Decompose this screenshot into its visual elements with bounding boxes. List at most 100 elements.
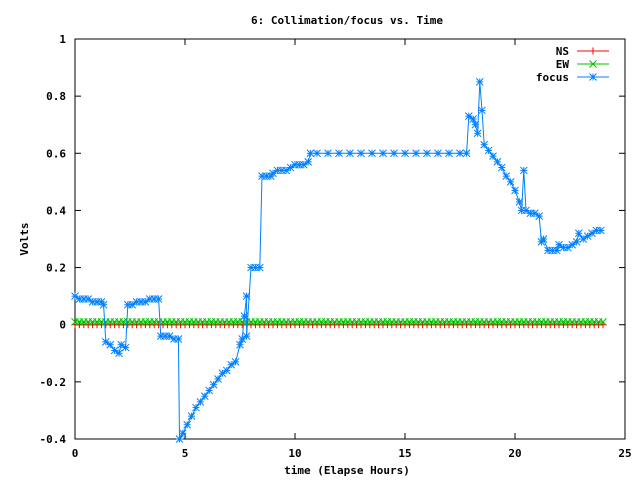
data-point xyxy=(214,375,222,383)
data-point xyxy=(304,158,313,166)
data-point xyxy=(324,149,332,158)
data-point xyxy=(121,343,130,352)
data-point xyxy=(555,240,563,249)
x-axis-label: time (Elapse Hours) xyxy=(284,464,410,477)
data-point xyxy=(583,232,592,240)
data-point xyxy=(306,149,315,158)
data-point xyxy=(286,163,295,172)
data-point xyxy=(115,349,123,358)
data-point xyxy=(299,160,308,169)
data-point xyxy=(539,235,548,243)
data-point xyxy=(563,243,572,252)
data-point xyxy=(110,346,119,355)
data-point xyxy=(502,172,511,180)
data-point xyxy=(128,300,137,309)
data-point xyxy=(379,149,387,158)
data-point xyxy=(589,60,597,68)
data-point xyxy=(588,229,596,238)
y-axis-label: Volts xyxy=(18,222,31,255)
data-point xyxy=(368,149,376,158)
data-point xyxy=(209,380,218,389)
data-point xyxy=(511,186,519,195)
data-point xyxy=(456,149,464,158)
data-point xyxy=(231,358,240,366)
data-point xyxy=(227,360,236,369)
data-point xyxy=(242,292,251,300)
data-point xyxy=(480,140,489,149)
data-point xyxy=(242,332,251,340)
data-point xyxy=(84,295,93,303)
data-point xyxy=(282,166,291,175)
data-point xyxy=(423,149,431,158)
data-point xyxy=(579,235,588,243)
data-point xyxy=(475,78,484,86)
x-tick-label: 5 xyxy=(182,447,189,460)
data-point xyxy=(165,332,174,340)
axis-ticks: 0 5 10 15 20 25 -0.4 -0.2 0 0.2 0.4 0.6 0.8 1 xyxy=(40,33,632,460)
data-point xyxy=(478,106,486,115)
data-point xyxy=(401,149,409,158)
data-point xyxy=(530,209,539,218)
data-point xyxy=(196,398,205,406)
data-point xyxy=(174,335,183,343)
data-point xyxy=(222,366,231,375)
legend-label: focus xyxy=(536,71,569,84)
series-focus xyxy=(71,78,605,443)
data-point xyxy=(200,392,209,400)
data-point xyxy=(390,149,398,158)
data-point xyxy=(493,158,502,166)
data-point xyxy=(596,226,605,235)
series-EW xyxy=(71,318,607,326)
data-point xyxy=(462,149,471,158)
y-tick-label: 0.6 xyxy=(46,147,66,160)
legend-label: NS xyxy=(556,45,569,58)
data-point xyxy=(589,73,597,81)
x-tick-label: 20 xyxy=(508,447,521,460)
data-point xyxy=(192,403,200,412)
data-point xyxy=(572,238,581,246)
data-point xyxy=(412,149,420,158)
y-tick-label: -0.4 xyxy=(40,433,67,446)
data-point xyxy=(346,149,354,158)
data-point xyxy=(141,298,150,306)
data-point xyxy=(568,240,577,249)
plot-frame xyxy=(74,38,626,440)
legend-label: EW xyxy=(556,58,570,71)
data-point xyxy=(489,152,497,160)
data-point xyxy=(71,292,79,300)
data-point xyxy=(183,420,192,429)
data-point xyxy=(522,206,530,215)
x-tick-label: 0 xyxy=(72,447,79,460)
chart-title: 6: Collimation/focus vs. Time xyxy=(251,14,443,27)
data-point xyxy=(471,120,480,129)
data-point xyxy=(205,386,214,395)
y-tick-label: 0 xyxy=(59,319,66,332)
data-point xyxy=(519,166,528,175)
data-point xyxy=(464,112,473,120)
data-point xyxy=(515,198,524,206)
data-point xyxy=(218,369,227,378)
data-point xyxy=(269,169,277,178)
y-tick-label: -0.2 xyxy=(40,376,67,389)
data-point xyxy=(335,149,343,158)
data-point xyxy=(473,129,482,138)
data-point xyxy=(506,178,515,186)
data-point xyxy=(117,340,126,349)
y-tick-label: 1 xyxy=(59,33,66,46)
data-point xyxy=(238,335,247,343)
data-point xyxy=(497,163,506,172)
data-point xyxy=(574,229,583,238)
data-point xyxy=(535,212,544,220)
data-point xyxy=(255,263,264,272)
series-line xyxy=(74,81,601,441)
data-point xyxy=(99,300,108,309)
data-point xyxy=(589,47,597,55)
data-point xyxy=(178,429,187,438)
data-point xyxy=(313,149,321,158)
data-point xyxy=(187,412,196,420)
series-layer xyxy=(71,78,607,443)
data-point xyxy=(445,149,453,158)
data-point xyxy=(101,338,110,346)
